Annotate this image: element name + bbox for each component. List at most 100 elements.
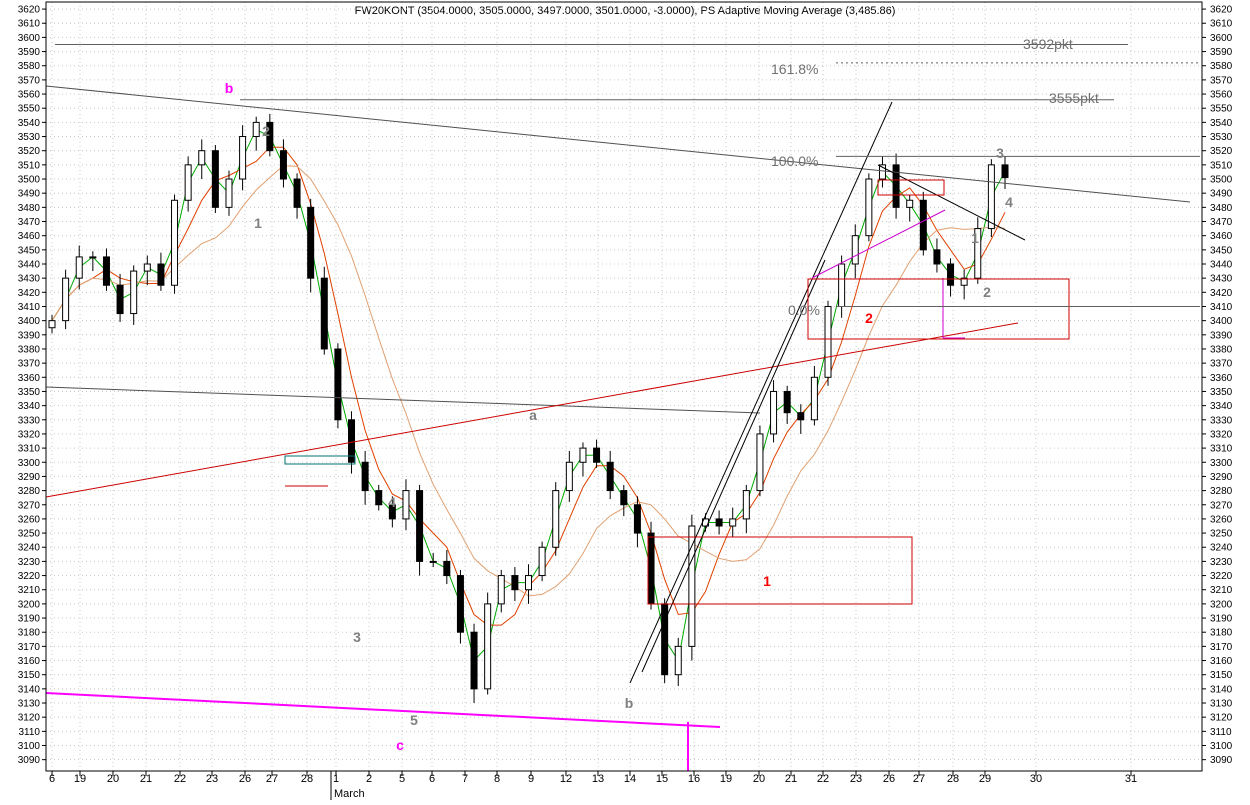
y-tick-label-right: 3230	[1210, 557, 1233, 568]
y-tick-label-right: 3210	[1210, 585, 1233, 596]
candle-body	[987, 164, 995, 230]
y-tick-label-right: 3190	[1210, 614, 1233, 625]
candle-body	[102, 256, 110, 286]
y-tick-label-left: 3190	[18, 614, 41, 625]
y-tick-label-left: 3530	[18, 132, 41, 143]
y-tick-label-right: 3510	[1210, 160, 1233, 171]
candle-body	[239, 136, 247, 180]
x-tick-label: 26	[239, 773, 251, 785]
y-tick-label-right: 3150	[1210, 670, 1233, 681]
level-label: 0.0%	[788, 302, 820, 318]
candle-body	[456, 575, 464, 633]
wave-label: 2	[983, 284, 991, 300]
y-tick-label-left: 3260	[18, 514, 41, 525]
y-tick-label-right: 3130	[1210, 699, 1233, 710]
wave-label: 2	[865, 310, 873, 326]
level-label: 161.8%	[771, 61, 818, 77]
x-tick-label: 12	[560, 773, 572, 785]
y-tick-label-right: 3100	[1210, 741, 1233, 752]
y-tick-label-right: 3240	[1210, 543, 1233, 554]
y-tick-label-right: 3310	[1210, 444, 1233, 455]
candle-body	[620, 490, 628, 506]
x-tick-label: 8	[494, 773, 500, 785]
y-tick-label-left: 3180	[18, 628, 41, 639]
y-tick-label-right: 3140	[1210, 684, 1233, 695]
candle-body	[865, 178, 873, 237]
y-tick-label-left: 3210	[18, 585, 41, 596]
x-tick-label: 23	[206, 773, 218, 785]
x-tick-label: 7	[462, 773, 468, 785]
candle-body	[552, 490, 560, 548]
y-tick-label-right: 3370	[1210, 359, 1233, 370]
x-tick-label: 16	[688, 773, 700, 785]
candle-body	[579, 447, 587, 463]
y-tick-label-right: 3090	[1210, 755, 1233, 766]
y-tick-label-left: 3590	[18, 47, 41, 58]
y-tick-label-right: 3530	[1210, 132, 1233, 143]
y-tick-label-right: 3270	[1210, 500, 1233, 511]
candle-body	[606, 461, 614, 492]
x-tick-label: 14	[624, 773, 636, 785]
candle-body	[266, 121, 274, 152]
candle-body	[157, 263, 165, 286]
y-tick-label-right: 3560	[1210, 90, 1233, 101]
y-tick-label-right: 3500	[1210, 175, 1233, 186]
y-tick-label-right: 3260	[1210, 514, 1233, 525]
x-tick-label: 28	[301, 773, 313, 785]
y-tick-label-left: 3300	[18, 458, 41, 469]
level-label: 3592pkt	[1023, 36, 1073, 52]
candle-body	[538, 546, 546, 577]
candle-body	[89, 256, 97, 259]
y-tick-label-right: 3110	[1210, 727, 1232, 738]
candle-body	[851, 235, 859, 265]
wave-label: 3	[353, 629, 361, 645]
y-tick-label-left: 3270	[18, 500, 41, 511]
candle-body	[307, 206, 315, 279]
magenta-base-line	[45, 692, 721, 728]
wave-label: 2	[262, 123, 270, 139]
candle-body	[198, 150, 206, 166]
x-tick-label: 26	[883, 773, 895, 785]
y-tick-label-left: 3580	[18, 61, 41, 72]
x-tick-label: 19	[74, 773, 86, 785]
candle-body	[688, 525, 696, 647]
candle-body	[116, 284, 124, 315]
candle-body	[770, 390, 778, 435]
y-tick-label-right: 3200	[1210, 599, 1233, 610]
y-tick-label-left: 3540	[18, 118, 41, 129]
x-tick-label: 29	[979, 773, 991, 785]
y-tick-label-left: 3410	[18, 302, 41, 313]
wave-label: 4	[1005, 194, 1013, 210]
y-tick-label-right: 3340	[1210, 401, 1233, 412]
y-tick-label-right: 3430	[1210, 274, 1233, 285]
candle-body	[252, 121, 260, 138]
y-tick-label-left: 3500	[18, 175, 41, 186]
candle-body	[565, 461, 573, 492]
x-tick-label: 31	[1125, 773, 1137, 785]
x-tick-label: 21	[140, 773, 152, 785]
x-tick-label: 20	[107, 773, 119, 785]
wave-label: 1	[763, 573, 771, 589]
red-trend-line	[45, 322, 1019, 498]
y-tick-label-right: 3380	[1210, 344, 1233, 355]
y-tick-label-right: 3410	[1210, 302, 1233, 313]
x-tick-label: 21	[785, 773, 797, 785]
y-tick-label-left: 3230	[18, 557, 41, 568]
x-tick-label: 20	[753, 773, 765, 785]
candle-body	[143, 263, 151, 272]
y-tick-label-left: 3390	[18, 330, 41, 341]
candle-body	[593, 447, 601, 463]
candle-body	[334, 348, 342, 421]
candle-body	[361, 461, 369, 492]
wave-label: b	[225, 80, 234, 96]
x-tick-label: 2	[366, 773, 372, 785]
x-month-label: March	[334, 788, 365, 800]
level-label: 3555pkt	[1049, 90, 1099, 106]
candle-body	[756, 433, 764, 492]
candle-body	[211, 150, 219, 208]
y-tick-label-left: 3510	[18, 160, 41, 171]
y-tick-label-left: 3560	[18, 90, 41, 101]
y-tick-label-left: 3320	[18, 429, 41, 440]
y-tick-label-right: 3170	[1210, 642, 1233, 653]
